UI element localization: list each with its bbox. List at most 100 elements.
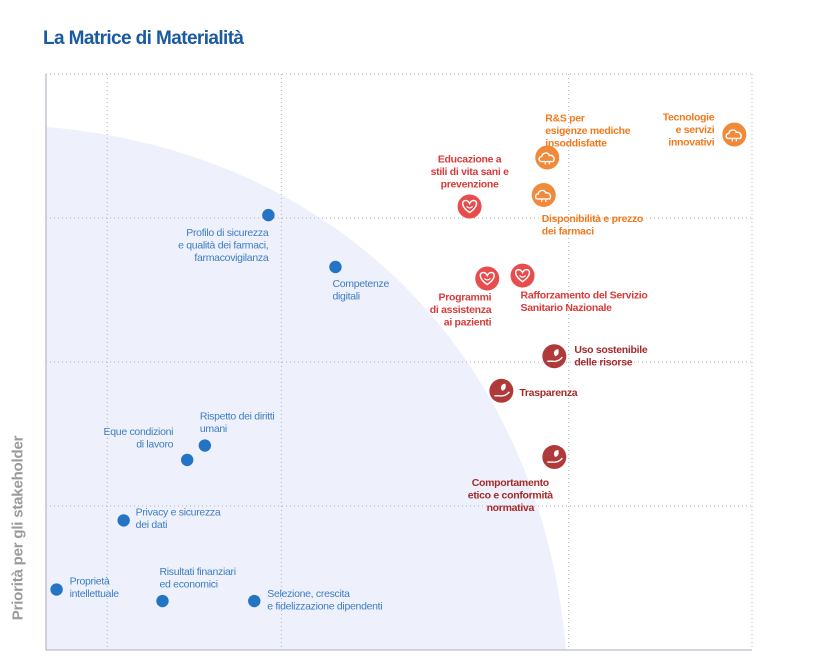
heart-icon bbox=[461, 199, 478, 214]
point-label: Competenze digitali bbox=[332, 278, 389, 303]
point-label: Selezione, crescita e fidelizzazione dipe… bbox=[267, 588, 382, 613]
point-label-line: esigenze mediche bbox=[545, 125, 631, 137]
point-marker bbox=[198, 439, 212, 452]
heart-smile bbox=[483, 278, 491, 281]
point-marker bbox=[181, 453, 194, 467]
data-point: Competenze digitali bbox=[329, 260, 390, 303]
hand-outline bbox=[547, 457, 563, 463]
heart-smile bbox=[519, 275, 526, 278]
point-label: Trasparenza bbox=[519, 387, 577, 399]
point-label: Disponibilità e prezzo dei farmaci bbox=[542, 213, 643, 238]
cloud-outline bbox=[534, 189, 552, 200]
point-label-line: umani bbox=[200, 423, 227, 435]
point-label-line: digitali bbox=[332, 290, 359, 302]
heart-smile bbox=[466, 206, 474, 209]
hand-leaf-icon bbox=[547, 450, 563, 463]
data-point: Rafforzamento del Servizio Sanitario Nazi… bbox=[510, 263, 648, 315]
point-marker bbox=[262, 208, 275, 222]
cloud-icon bbox=[725, 129, 742, 142]
point-label-line: ai pazienti bbox=[444, 316, 492, 328]
point-marker bbox=[156, 594, 169, 608]
cloud-icon bbox=[538, 152, 555, 165]
point-label-line: Proprietà bbox=[70, 576, 110, 588]
data-point: Profilo di sicurezza e qualità dei farmac… bbox=[178, 208, 275, 264]
point-label-line: prevenzione bbox=[441, 178, 499, 190]
point-label-line: delle risorse bbox=[574, 357, 632, 369]
point-marker bbox=[510, 263, 535, 288]
point-label-line: ed economici bbox=[159, 579, 217, 591]
data-point: R&S per esigenze mediche insoddisfatte bbox=[535, 113, 631, 170]
data-point: Privacy e sicurezza dei dati bbox=[117, 506, 221, 531]
hand-leaf-icon bbox=[547, 349, 563, 363]
heart-icon bbox=[479, 271, 495, 286]
chart-title: La Matrice di Materialità bbox=[43, 28, 244, 49]
point-label: Programmi di assistenza ai pazienti bbox=[430, 291, 492, 328]
point-label-line: Eque condizioni bbox=[104, 426, 174, 438]
data-point: Educazione a stili di vita sani e prevenzi… bbox=[431, 153, 509, 219]
point-label-line: Comportamento bbox=[472, 477, 549, 489]
point-marker bbox=[722, 122, 747, 147]
heart-icon bbox=[514, 268, 531, 283]
point-label-line: e fidelizzazione dipendenti bbox=[267, 601, 382, 613]
cloud-icon bbox=[534, 189, 552, 202]
cloud-outline bbox=[538, 152, 555, 163]
point-label-line: etico e conformità bbox=[468, 490, 553, 502]
point-label-line: normativa bbox=[487, 502, 535, 514]
point-label-line: di assistenza bbox=[430, 304, 492, 316]
data-point: Eque condizioni di lavoro bbox=[104, 426, 194, 467]
point-label-line: innovativi bbox=[668, 136, 714, 148]
point-label-line: intellettuale bbox=[70, 588, 120, 600]
point-label-line: Selezione, crescita bbox=[267, 588, 350, 600]
data-point: Trasparenza bbox=[489, 378, 578, 403]
point-marker bbox=[248, 594, 261, 608]
hand-outline bbox=[494, 391, 510, 397]
point-label-line: Disponibilità e prezzo bbox=[542, 213, 643, 225]
heart-outline bbox=[479, 271, 495, 286]
point-marker bbox=[542, 344, 567, 369]
data-point: Uso sostenibile delle risorse bbox=[542, 344, 648, 369]
leaf-shape bbox=[500, 383, 506, 391]
point-marker bbox=[117, 514, 130, 527]
point-marker bbox=[457, 194, 482, 219]
point-label: Eque condizioni di lavoro bbox=[104, 426, 174, 451]
point-label: Rispetto dei diritti umani bbox=[200, 411, 275, 436]
point-label-line: Rafforzamento del Servizio bbox=[521, 290, 648, 302]
point-label-line: Risultati finanziari bbox=[159, 566, 235, 578]
point-label-line: Sanitario Nazionale bbox=[521, 302, 613, 314]
data-point: Tecnologie e servizi innovativi bbox=[663, 111, 747, 148]
data-point: Disponibilità e prezzo dei farmaci bbox=[531, 182, 643, 238]
point-label: Rafforzamento del Servizio Sanitario Nazi… bbox=[521, 290, 648, 315]
data-point: Risultati finanziari ed economici bbox=[156, 566, 236, 608]
point-label-line: Rispetto dei diritti bbox=[200, 411, 275, 423]
point-label-line: dei farmaci bbox=[542, 225, 595, 237]
point-marker bbox=[535, 145, 560, 170]
data-point: Comportamento etico e conformità normativa bbox=[468, 445, 567, 514]
point-marker bbox=[531, 182, 556, 207]
point-label-line: insoddisfatte bbox=[545, 138, 607, 150]
point-label: Privacy e sicurezza dei dati bbox=[136, 506, 221, 531]
point-marker bbox=[475, 266, 500, 291]
point-label-line: R&S per bbox=[545, 113, 585, 125]
point-label: Educazione a stili di vita sani e prevenzi… bbox=[431, 153, 509, 190]
heart-outline bbox=[514, 268, 531, 283]
leaf-shape bbox=[553, 450, 559, 458]
point-label: Profilo di sicurezza e qualità dei farmac… bbox=[178, 227, 269, 264]
heart-outline bbox=[461, 199, 478, 214]
point-label: Comportamento etico e conformità normativa bbox=[468, 477, 553, 514]
point-marker bbox=[50, 583, 63, 596]
point-label-line: Programmi bbox=[439, 291, 492, 303]
point-marker bbox=[489, 378, 514, 403]
point-label-line: Tecnologie bbox=[663, 111, 715, 123]
point-label-line: Profilo di sicurezza bbox=[186, 227, 269, 239]
data-point: Programmi di assistenza ai pazienti bbox=[430, 266, 500, 328]
data-point: Proprietà intellettuale bbox=[50, 576, 120, 600]
point-label-line: farmacovigilanza bbox=[194, 252, 268, 264]
point-label: Uso sostenibile delle risorse bbox=[574, 344, 648, 369]
point-label: Risultati finanziari ed economici bbox=[159, 566, 235, 591]
point-label-line: Educazione a bbox=[438, 153, 502, 165]
data-point: Selezione, crescita e fidelizzazione dipe… bbox=[248, 588, 383, 613]
point-marker bbox=[542, 445, 567, 470]
point-label-line: Uso sostenibile bbox=[574, 344, 648, 356]
point-label-line: dei dati bbox=[136, 519, 167, 531]
